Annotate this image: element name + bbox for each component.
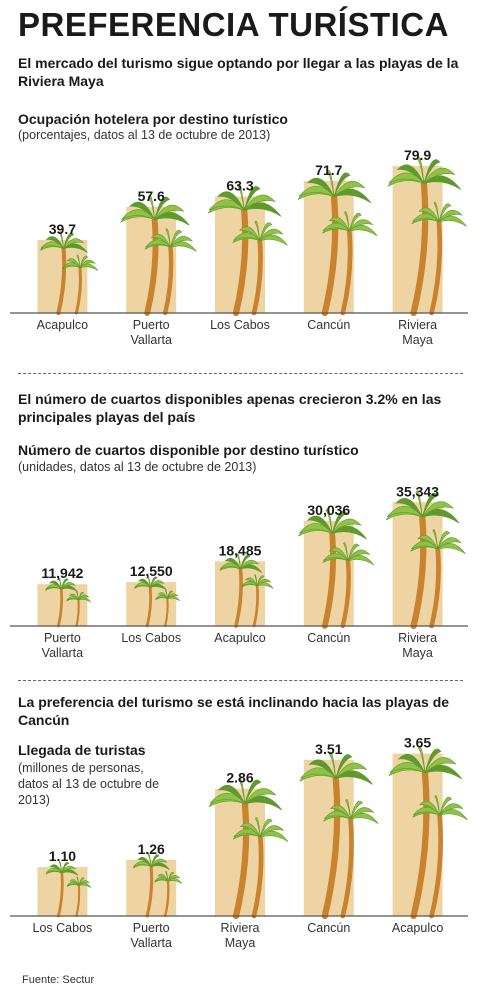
tick-label: Cancún <box>307 921 350 935</box>
tick-label: Riviera <box>221 921 260 935</box>
palm-tree-icon <box>66 591 91 628</box>
palm-tree-icon <box>120 194 190 316</box>
palm-tree-icon <box>66 876 92 918</box>
palm-tree-icon <box>207 183 282 317</box>
main-subtitle: El mercado del turismo sigue optando por… <box>18 55 459 89</box>
section-divider <box>18 680 463 681</box>
data-label: 30,036 <box>307 502 350 518</box>
palm-tree-icon <box>155 589 180 628</box>
data-label: 1.10 <box>49 848 76 864</box>
chart-3-note: (millones de personas, datos al 13 de oc… <box>18 761 160 807</box>
palm-tree-icon <box>39 231 88 316</box>
palm-tree-icon <box>219 553 263 628</box>
palm-tree-icon <box>298 508 367 629</box>
palm-tree-icon <box>208 777 283 920</box>
palm-tree-icon <box>412 795 468 919</box>
data-label: 63.3 <box>226 178 253 194</box>
source-note: Fuente: Sectur <box>22 974 95 986</box>
tick-label: Riviera <box>398 631 437 645</box>
palm-tree-icon <box>321 211 378 316</box>
palm-tree-icon <box>322 542 375 629</box>
palm-tree-icon <box>232 817 289 919</box>
chart-3-title: Llegada de turistas <box>18 742 146 758</box>
tick-label: Maya <box>402 333 433 347</box>
palm-tree-icon <box>45 577 78 628</box>
chart-2-note: (unidades, datos al 13 de octubre de 201… <box>18 460 257 474</box>
tick-label: Acapulco <box>214 631 265 645</box>
tick-label: Riviera <box>398 318 437 332</box>
tick-label: Acapulco <box>392 921 443 935</box>
palm-tree-icon <box>154 871 183 918</box>
palm-tree-icon <box>411 201 467 316</box>
palm-tree-icon <box>388 746 463 920</box>
palm-tree-icon <box>134 575 167 628</box>
tick-label: Vallarta <box>130 936 172 950</box>
section-3-subtitle: La preferencia del turismo se está incli… <box>18 694 450 728</box>
tick-label: Puerto <box>133 318 170 332</box>
chart-2-title: Número de cuartos disponible por destino… <box>18 442 359 458</box>
palm-tree-icon <box>385 490 460 630</box>
data-label: 57.6 <box>138 188 165 204</box>
tick-label: Los Cabos <box>33 921 93 935</box>
tick-label: Cancún <box>307 631 350 645</box>
data-label: 18,485 <box>219 542 262 558</box>
tick-label: Los Cabos <box>210 318 270 332</box>
data-label: 35,343 <box>396 483 439 499</box>
data-label: 39.7 <box>49 221 76 237</box>
section-2-subtitle: El número de cuartos disponibles apenas … <box>18 391 442 425</box>
data-label: 2.86 <box>226 770 253 786</box>
tick-label: Los Cabos <box>121 631 181 645</box>
tick-label: Cancún <box>307 318 350 332</box>
data-label: 3.51 <box>315 741 342 757</box>
palm-tree-icon <box>387 157 462 317</box>
palm-tree-icon <box>299 751 373 920</box>
chart-1-title: Ocupación hotelera por destino turístico <box>18 111 288 127</box>
section-divider <box>18 373 463 374</box>
palm-tree-icon <box>144 228 197 316</box>
palm-tree-icon <box>132 853 170 918</box>
main-title: PREFERENCIA TURÍSTICA <box>18 6 449 43</box>
data-label: 12,550 <box>130 563 173 579</box>
palm-tree-icon <box>410 529 466 629</box>
data-label: 1.26 <box>138 841 165 857</box>
tick-label: Maya <box>225 936 256 950</box>
tick-label: Vallarta <box>130 333 172 347</box>
data-label: 79.9 <box>404 147 431 163</box>
palm-tree-icon <box>45 861 79 918</box>
tick-label: Vallarta <box>42 646 84 660</box>
data-label: 71.7 <box>315 162 342 178</box>
data-label: 3.65 <box>404 735 431 751</box>
tick-label: Puerto <box>133 921 170 935</box>
tick-label: Maya <box>402 646 433 660</box>
palm-tree-icon <box>232 220 288 316</box>
data-label: 11,942 <box>41 565 83 581</box>
palm-tree-icon <box>323 799 379 919</box>
chart-1-note: (porcentajes, datos al 13 de octubre de … <box>18 128 271 142</box>
tick-label: Puerto <box>44 631 81 645</box>
tick-label: Acapulco <box>37 318 88 332</box>
palm-tree-icon <box>241 574 274 628</box>
palm-tree-icon <box>62 254 99 315</box>
palm-tree-icon <box>297 170 372 317</box>
